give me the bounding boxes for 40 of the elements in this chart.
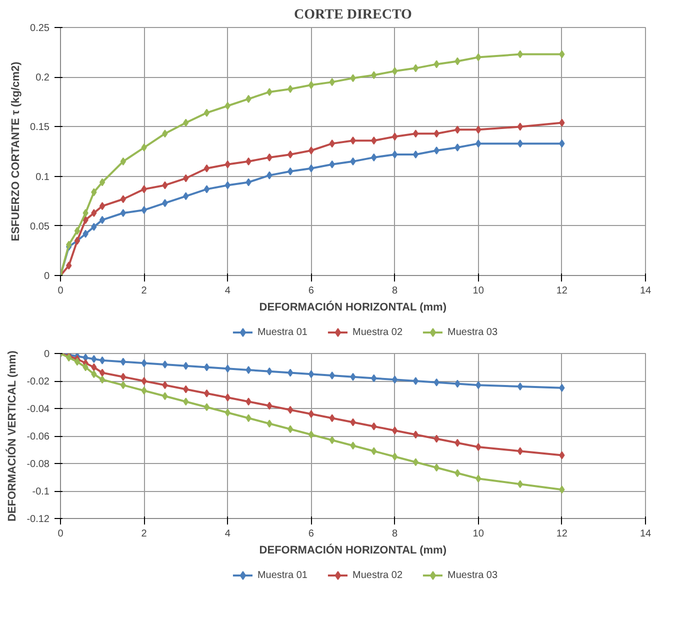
x-tick-label: 14 xyxy=(640,528,652,540)
legend-label: Muestra 03 xyxy=(448,570,498,580)
y-tick-label: 0.2 xyxy=(36,72,50,84)
x-tick-label: 4 xyxy=(224,528,231,540)
legend-label: Muestra 03 xyxy=(448,326,498,338)
x-tick-label: 10 xyxy=(472,528,484,540)
x-tick-label: 4 xyxy=(224,286,231,296)
x-tick-label: 2 xyxy=(141,528,148,540)
y-tick-label: 0 xyxy=(44,349,50,360)
legend-label: Muestra 02 xyxy=(352,570,403,580)
y-tick-label: 0.1 xyxy=(36,172,50,183)
y-tick-label: -0.06 xyxy=(26,432,50,442)
x-tick-label: 6 xyxy=(308,528,314,540)
x-tick-label: 0 xyxy=(58,286,64,296)
legend-label: Muestra 01 xyxy=(257,326,308,338)
y-tick-label: -0.02 xyxy=(26,376,50,388)
x-tick-label: 8 xyxy=(392,286,398,296)
x-tick-label: 2 xyxy=(141,286,148,296)
y-tick-label: -0.1 xyxy=(32,486,50,498)
x-axis-title: DEFORMACIÓN HORIZONTAL (mm) xyxy=(259,544,447,556)
x-tick-label: 8 xyxy=(392,528,398,540)
y-tick-label: 0.05 xyxy=(30,221,50,232)
y-tick-label: 0 xyxy=(44,271,50,282)
x-tick-label: 12 xyxy=(556,286,568,296)
y-tick-label: -0.08 xyxy=(26,459,50,470)
x-tick-label: 10 xyxy=(472,286,484,296)
y-tick-label: 0.15 xyxy=(30,122,50,134)
x-tick-label: 12 xyxy=(556,528,568,540)
legend-label: Muestra 01 xyxy=(257,570,308,580)
y-axis-title: DEFORMACIÓN VERTICAL (mm) xyxy=(6,350,19,522)
x-tick-label: 14 xyxy=(640,286,652,296)
legend-label: Muestra 02 xyxy=(352,326,403,338)
chart-title: CORTE DIRECTO xyxy=(294,8,412,22)
y-tick-label: 0.25 xyxy=(30,23,50,34)
y-axis-title: ESFUERZO CORTANTE τ (kg/cm2) xyxy=(10,61,22,242)
x-axis-title: DEFORMACIÓN HORIZONTAL (mm) xyxy=(259,300,447,314)
x-tick-label: 0 xyxy=(58,528,64,540)
y-tick-label: -0.04 xyxy=(26,404,50,415)
x-tick-label: 6 xyxy=(308,286,314,296)
y-tick-label: -0.12 xyxy=(26,514,50,525)
